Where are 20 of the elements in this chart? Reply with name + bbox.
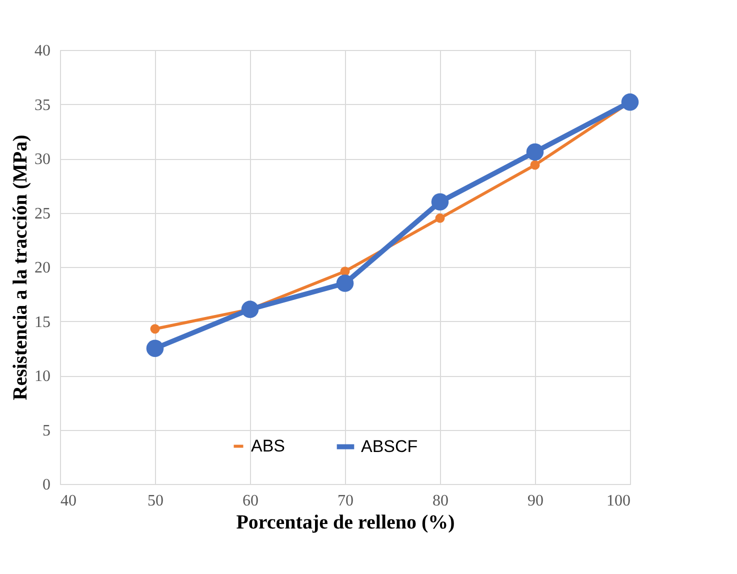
y-tick-label: 5: [42, 422, 50, 440]
x-axis-title: Porcentaje de relleno (%): [236, 512, 455, 534]
x-tick-label: 50: [148, 492, 164, 510]
y-tick-label: 40: [34, 42, 50, 60]
y-tick-label: 25: [34, 205, 50, 222]
x-tick-label: 70: [338, 492, 354, 510]
y-tick-label: 10: [34, 368, 50, 385]
x-tick-label: 40: [60, 492, 76, 510]
legend-label: ABS: [251, 436, 286, 456]
y-axis-title: Resistencia a la tracción (MPa): [10, 134, 32, 400]
x-tick-label: 100: [606, 492, 630, 510]
legend-label: ABSCF: [361, 436, 418, 456]
y-tick-label: 0: [42, 476, 50, 494]
y-tick-label: 20: [34, 260, 50, 276]
x-tick-label: 90: [528, 492, 544, 510]
x-tick-label: 60: [242, 492, 258, 510]
y-tick-label: 30: [34, 151, 50, 168]
x-tick-label: 80: [432, 492, 448, 510]
y-tick-label: 35: [34, 96, 50, 114]
y-tick-label: 15: [34, 314, 50, 331]
